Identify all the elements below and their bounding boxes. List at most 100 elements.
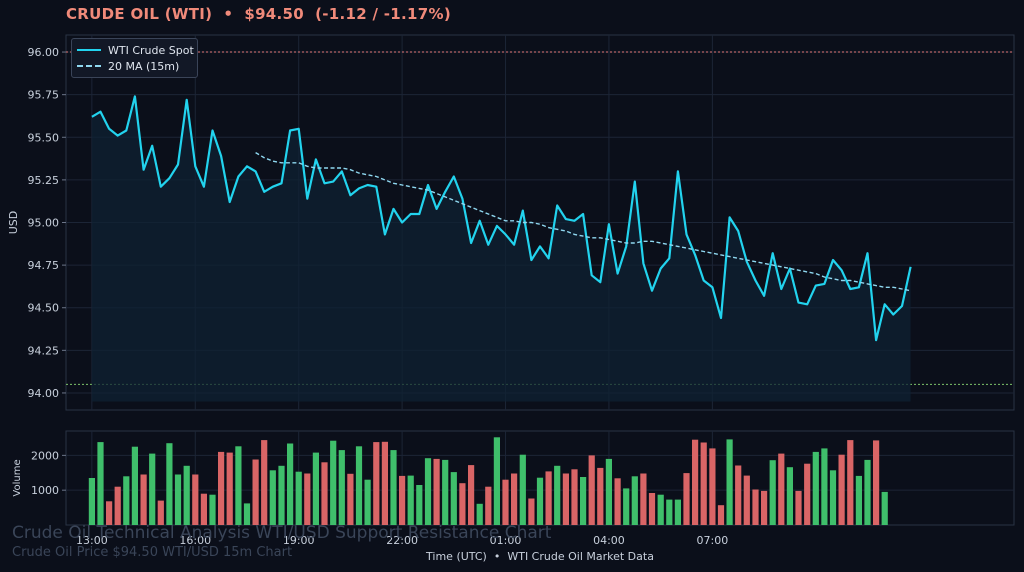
volume-bar-5 <box>131 446 138 525</box>
volume-bar-58 <box>588 455 595 525</box>
price-panel: 94.00 94.25 94.50 94.75 95.00 95.25 95.50 95.75… <box>7 34 1015 411</box>
price-line <box>91 95 912 342</box>
volume-tick-label-1: 2000 <box>31 449 59 462</box>
volume-bar-21 <box>269 470 276 525</box>
volume-bar-2 <box>106 501 113 525</box>
volume-bar-38 <box>416 485 423 525</box>
volume-bar-78 <box>761 490 768 525</box>
volume-bar-87 <box>838 454 845 525</box>
volume-bar-36 <box>399 475 406 525</box>
volume-bar-43 <box>459 483 466 525</box>
legend-label-spot: WTI Crude Spot <box>108 43 194 57</box>
y-tick-label-8: 96.00 <box>28 46 60 59</box>
price-change: (-1.12 / -1.17%) <box>315 5 451 23</box>
y-tick-label-7: 95.75 <box>28 89 60 102</box>
volume-bar-85 <box>821 448 828 525</box>
footer-separator: • <box>493 550 501 563</box>
volume-bar-50 <box>519 454 526 525</box>
y-tick-label-3: 94.75 <box>28 259 60 272</box>
watermark-title: Crude Oil Technical Analysis WTI/USD Sup… <box>12 523 552 543</box>
volume-bar-75 <box>735 465 742 525</box>
y-tick-label-6: 95.50 <box>28 131 60 144</box>
x-axis-label: Time (UTC) • WTI Crude Oil Market Data <box>0 550 1024 563</box>
volume-panel: 13:00 16:00 19:00 22:00 01:00 04:00 07:00 1000 2… <box>12 430 1015 547</box>
x-tick-label-5: 04:00 <box>593 534 625 547</box>
x-axis-title: Time (UTC) <box>426 550 487 563</box>
volume-bar-66 <box>657 494 664 525</box>
legend: WTI Crude Spot 20 MA (15m) <box>71 38 198 78</box>
volume-bar-51 <box>528 498 535 525</box>
y-tick-label-4: 95.00 <box>28 217 60 230</box>
volume-bar-28 <box>330 440 337 525</box>
volume-bar-10 <box>174 474 182 525</box>
volume-bar-53 <box>545 471 552 525</box>
volume-bar-18 <box>243 503 251 525</box>
header-separator: • <box>223 5 234 23</box>
x-tick-label-4: 01:00 <box>490 534 522 547</box>
volume-bar-89 <box>855 475 862 525</box>
chart-header: CRUDE OIL (WTI) • $94.50 (-1.12 / -1.17%… <box>66 5 451 23</box>
volume-bar-34 <box>381 441 388 525</box>
legend-item-spot: WTI Crude Spot <box>77 43 194 57</box>
volume-bar-57 <box>580 477 587 525</box>
volume-bar-32 <box>364 479 371 525</box>
volume-bar-74 <box>726 439 733 525</box>
symbol-label: CRUDE OIL (WTI) <box>66 5 213 23</box>
volume-bar-63 <box>631 476 638 525</box>
y-tick-label-5: 95.25 <box>28 174 60 187</box>
price-area-fill <box>91 96 911 402</box>
volume-tick-label-0: 1000 <box>31 484 59 497</box>
volume-bar-8 <box>157 500 164 525</box>
volume-bar-7 <box>149 453 156 525</box>
x-tick-label-6: 07:00 <box>697 534 729 547</box>
volume-bar-37 <box>407 475 414 525</box>
volume-bar-52 <box>536 477 544 525</box>
volume-bar-9 <box>166 443 173 525</box>
volume-bar-3 <box>114 486 121 525</box>
volume-bar-91 <box>873 440 880 525</box>
watermark-subtitle: Crude Oil Price $94.50 WTI/USD 15m Chart <box>12 545 293 560</box>
volume-bar-71 <box>700 442 707 525</box>
x-tick-label-3: 22:00 <box>386 534 418 547</box>
volume-bar-33 <box>373 442 380 525</box>
volume-bar-35 <box>390 450 397 525</box>
volume-bar-40 <box>433 458 440 525</box>
legend-swatch-ma <box>77 65 101 67</box>
volume-bar-55 <box>562 473 569 525</box>
volume-bar-81 <box>786 467 793 525</box>
volume-bar-27 <box>321 462 328 525</box>
volume-bar-62 <box>623 488 630 525</box>
y-axis-label: USD <box>7 211 20 235</box>
volume-bar-90 <box>864 459 871 525</box>
volume-bar-79 <box>769 460 776 525</box>
volume-bar-49 <box>511 473 518 525</box>
x-tick-label-2: 19:00 <box>283 534 315 547</box>
volume-bar-73 <box>717 505 725 525</box>
volume-bar-4 <box>123 476 130 525</box>
volume-bar-64 <box>640 473 647 525</box>
legend-swatch-spot <box>77 49 101 51</box>
volume-bar-29 <box>338 450 345 525</box>
volume-bar-67 <box>666 499 673 525</box>
volume-bar-70 <box>692 439 699 525</box>
volume-bar-88 <box>847 440 854 525</box>
y-tick-label-0: 94.00 <box>28 387 60 400</box>
volume-bar-80 <box>778 453 785 525</box>
volume-bar-92 <box>881 491 888 525</box>
volume-bar-14 <box>209 494 216 525</box>
volume-bar-41 <box>442 459 449 525</box>
volume-bar-0 <box>88 478 95 525</box>
volume-bar-17 <box>235 446 242 525</box>
volume-bar-56 <box>571 469 578 525</box>
volume-bar-60 <box>605 458 612 525</box>
volume-bar-54 <box>554 465 561 525</box>
volume-bar-61 <box>614 478 621 525</box>
volume-bar-39 <box>424 458 432 525</box>
volume-axis-label: Volume <box>12 459 23 496</box>
volume-bar-25 <box>304 473 311 525</box>
x-tick-label-1: 16:00 <box>179 534 211 547</box>
volume-bar-69 <box>683 473 690 525</box>
volume-bar-45 <box>476 503 483 525</box>
volume-bar-31 <box>355 446 363 525</box>
